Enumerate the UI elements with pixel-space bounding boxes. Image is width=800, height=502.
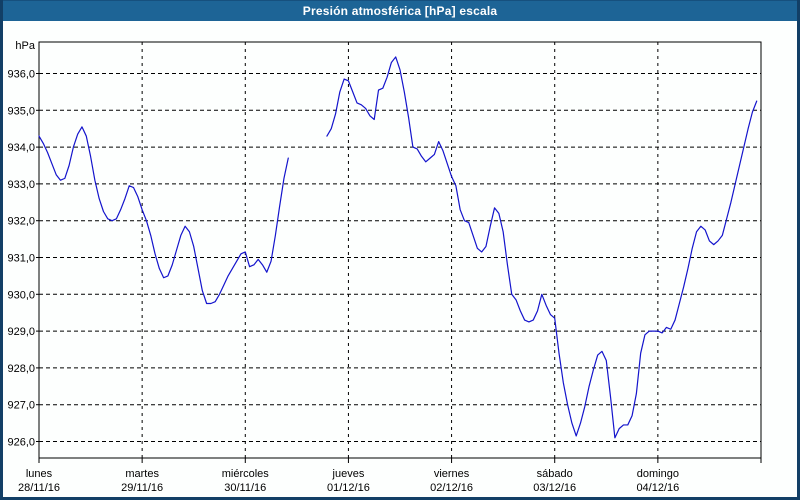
y-tick-label: 930,0	[7, 289, 35, 301]
day-date-label: 03/12/16	[533, 482, 576, 494]
y-tick-label: 932,0	[7, 216, 35, 228]
y-tick-label: 931,0	[7, 253, 35, 265]
day-name-label: domingo	[637, 468, 679, 480]
gridlines	[39, 42, 761, 458]
pressure-line	[38, 56, 758, 439]
day-name-label: sábado	[537, 468, 573, 480]
day-name-label: lunes	[26, 468, 53, 480]
day-date-label: 29/11/16	[121, 482, 163, 494]
axis-ticks	[36, 73, 762, 463]
y-tick-label: 935,0	[7, 105, 35, 117]
pressure-chart: 936,0 935,0 934,0 933,0 932,0 931,0 930,0 929,0…	[7, 40, 762, 495]
pressure-line-layer	[38, 56, 758, 439]
y-tick-label: 928,0	[7, 363, 35, 375]
day-name-label: jueves	[332, 468, 365, 480]
day-date-label: 01/12/16	[327, 482, 370, 494]
y-tick-label: 933,0	[7, 179, 35, 191]
chart-area: 936,0 935,0 934,0 933,0 932,0 931,0 930,0 929,0…	[3, 21, 797, 497]
y-axis-unit-label: hPa	[15, 40, 35, 52]
y-tick-label: 929,0	[7, 326, 35, 338]
axis-labels: 936,0 935,0 934,0 933,0 932,0 931,0 930,0 929,0…	[7, 69, 679, 495]
day-name-label: viernes	[434, 468, 470, 480]
day-name-label: martes	[125, 468, 159, 480]
day-date-label: 28/11/16	[18, 482, 60, 494]
y-tick-label: 926,0	[7, 437, 35, 449]
chart-title-bar: Presión atmosférica [hPa] escala	[3, 0, 797, 21]
y-tick-label: 934,0	[7, 142, 35, 154]
chart-title: Presión atmosférica [hPa] escala	[302, 4, 498, 18]
plot-frame	[38, 41, 762, 459]
day-date-label: 04/12/16	[636, 482, 679, 494]
y-tick-label: 927,0	[7, 400, 35, 412]
day-date-label: 02/12/16	[430, 482, 473, 494]
day-name-label: miércoles	[222, 468, 270, 480]
y-tick-label: 936,0	[7, 69, 35, 81]
day-date-label: 30/11/16	[224, 482, 266, 494]
